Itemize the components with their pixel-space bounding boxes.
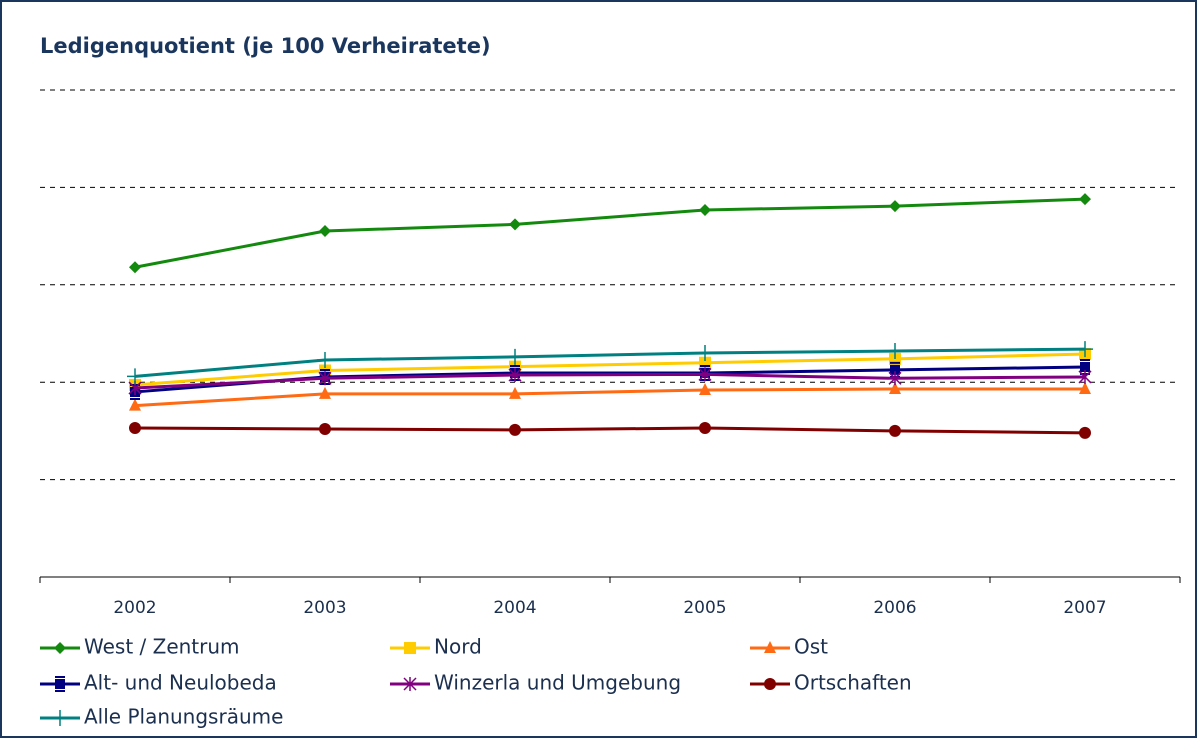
legend-label: Ortschaften	[794, 671, 912, 695]
legend-marker	[55, 676, 65, 692]
point	[887, 343, 903, 360]
point	[509, 218, 521, 231]
point	[1079, 426, 1091, 439]
legend-label: Alt- und Neulobeda	[84, 671, 277, 695]
point	[319, 386, 331, 399]
legend-label: West / Zentrum	[84, 635, 240, 659]
legend-label: Alle Planungsräume	[84, 705, 283, 729]
point	[318, 371, 332, 386]
legend-marker	[404, 642, 416, 654]
line	[134, 352, 1086, 387]
x-tick-label: 2003	[303, 598, 346, 618]
point	[699, 382, 711, 395]
point	[699, 203, 711, 216]
chart-title: Ledigenquotient (je 100 Verheiratete)	[40, 34, 491, 58]
point	[319, 422, 331, 435]
line	[134, 372, 1086, 390]
point	[888, 371, 902, 386]
point	[699, 421, 711, 434]
point	[698, 367, 712, 382]
point	[129, 261, 141, 274]
legend-marker	[52, 710, 68, 726]
point	[1078, 369, 1092, 384]
point	[509, 386, 521, 399]
line	[134, 387, 1085, 408]
point	[889, 424, 901, 437]
legend-marker	[764, 678, 776, 690]
point	[508, 367, 522, 382]
x-tick-label: 2007	[1063, 598, 1106, 618]
point	[1077, 341, 1093, 358]
line	[134, 426, 1086, 435]
point	[507, 348, 523, 365]
point	[317, 351, 333, 368]
legend-label: Winzerla und Umgebung	[434, 671, 681, 695]
x-tick-label: 2002	[113, 598, 156, 618]
point	[1079, 382, 1091, 395]
point	[129, 421, 141, 434]
point	[129, 398, 141, 411]
point	[889, 382, 901, 395]
x-tick-label: 2006	[873, 598, 916, 618]
point	[509, 423, 521, 436]
point	[889, 200, 901, 213]
x-tick-label: 2004	[493, 598, 536, 618]
legend-label: Ost	[794, 635, 828, 659]
x-tick-label: 2005	[683, 598, 726, 618]
legend-label: Nord	[434, 635, 482, 659]
line	[134, 347, 1086, 378]
point	[697, 344, 713, 361]
point	[127, 368, 143, 385]
point	[1079, 193, 1091, 206]
line	[134, 197, 1086, 269]
point	[319, 225, 331, 238]
legend-marker	[54, 642, 66, 654]
legend-marker	[403, 677, 417, 691]
legend-marker	[764, 641, 776, 653]
